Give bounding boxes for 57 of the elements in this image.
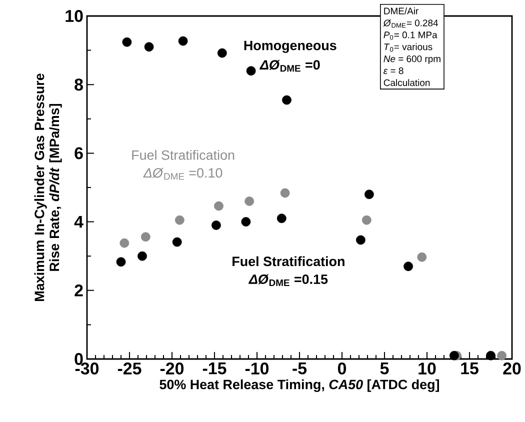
x-tick-label: 15 <box>461 362 478 374</box>
point <box>282 95 292 105</box>
x-tick-label: -30 <box>75 362 99 375</box>
point <box>276 214 286 224</box>
point <box>116 257 126 267</box>
point <box>178 36 188 46</box>
point <box>122 37 132 47</box>
point <box>246 66 256 76</box>
annotation: ε = 8 <box>384 67 404 74</box>
point <box>174 215 184 225</box>
x-tick-label: 0 <box>338 362 346 375</box>
point <box>417 252 427 262</box>
x-tick-label: -20 <box>160 362 184 375</box>
annotation: Ø$_{DME}$= 0.284 <box>383 19 438 28</box>
point <box>356 235 366 245</box>
x-tick-label: -10 <box>245 362 269 375</box>
point <box>172 237 182 247</box>
point <box>404 262 413 272</box>
annotation: ΔØ$_{DME}$ =0.10 <box>143 168 222 180</box>
point <box>486 350 496 360</box>
point <box>214 201 224 211</box>
y-tick-label: 10 <box>66 10 83 22</box>
series-label: Fuel Stratification <box>232 256 344 266</box>
text: Fuel Stratification <box>132 150 234 160</box>
text: DME/Air <box>384 7 418 14</box>
series-label: Homogeneous <box>244 40 336 53</box>
point <box>120 238 130 248</box>
annotation: P$_{0}$= 0.1 MPa <box>384 32 438 40</box>
point <box>450 350 459 360</box>
annotation: T$_{0}$= various <box>384 43 432 52</box>
x-tick-label: -25 <box>118 362 142 375</box>
point <box>497 350 506 360</box>
annotation: ΔØ$_{DME}$ =0 <box>260 60 320 72</box>
annotation: Calculation <box>384 79 430 86</box>
y-tick-label: 0 <box>74 353 83 365</box>
y-tick-label: 2 <box>74 284 83 296</box>
y-tick-label: 6 <box>74 147 83 160</box>
annotation: ΔØ$_{DME}$ =0.15 <box>248 274 328 286</box>
point <box>138 251 147 261</box>
y-tick-label: 8 <box>74 78 83 91</box>
x-tick-label: 5 <box>380 362 389 374</box>
x-tick-label: -15 <box>202 362 226 374</box>
x-tick-label: 10 <box>418 362 436 375</box>
annotation: Ne = 600 rpm <box>384 55 440 64</box>
y-tick-label: 4 <box>74 216 84 228</box>
point <box>140 232 150 242</box>
x-tick-label: 20 <box>503 362 521 375</box>
point <box>280 188 290 198</box>
x-tick-label: -5 <box>292 362 307 374</box>
point <box>244 196 254 206</box>
point <box>212 220 221 230</box>
x-axis-title: 50% Heat Release Timing, CA50 [ATDC deg] <box>160 379 439 392</box>
point <box>364 190 374 200</box>
point <box>217 48 227 58</box>
point <box>144 42 154 52</box>
point <box>362 215 372 225</box>
point <box>241 217 251 226</box>
